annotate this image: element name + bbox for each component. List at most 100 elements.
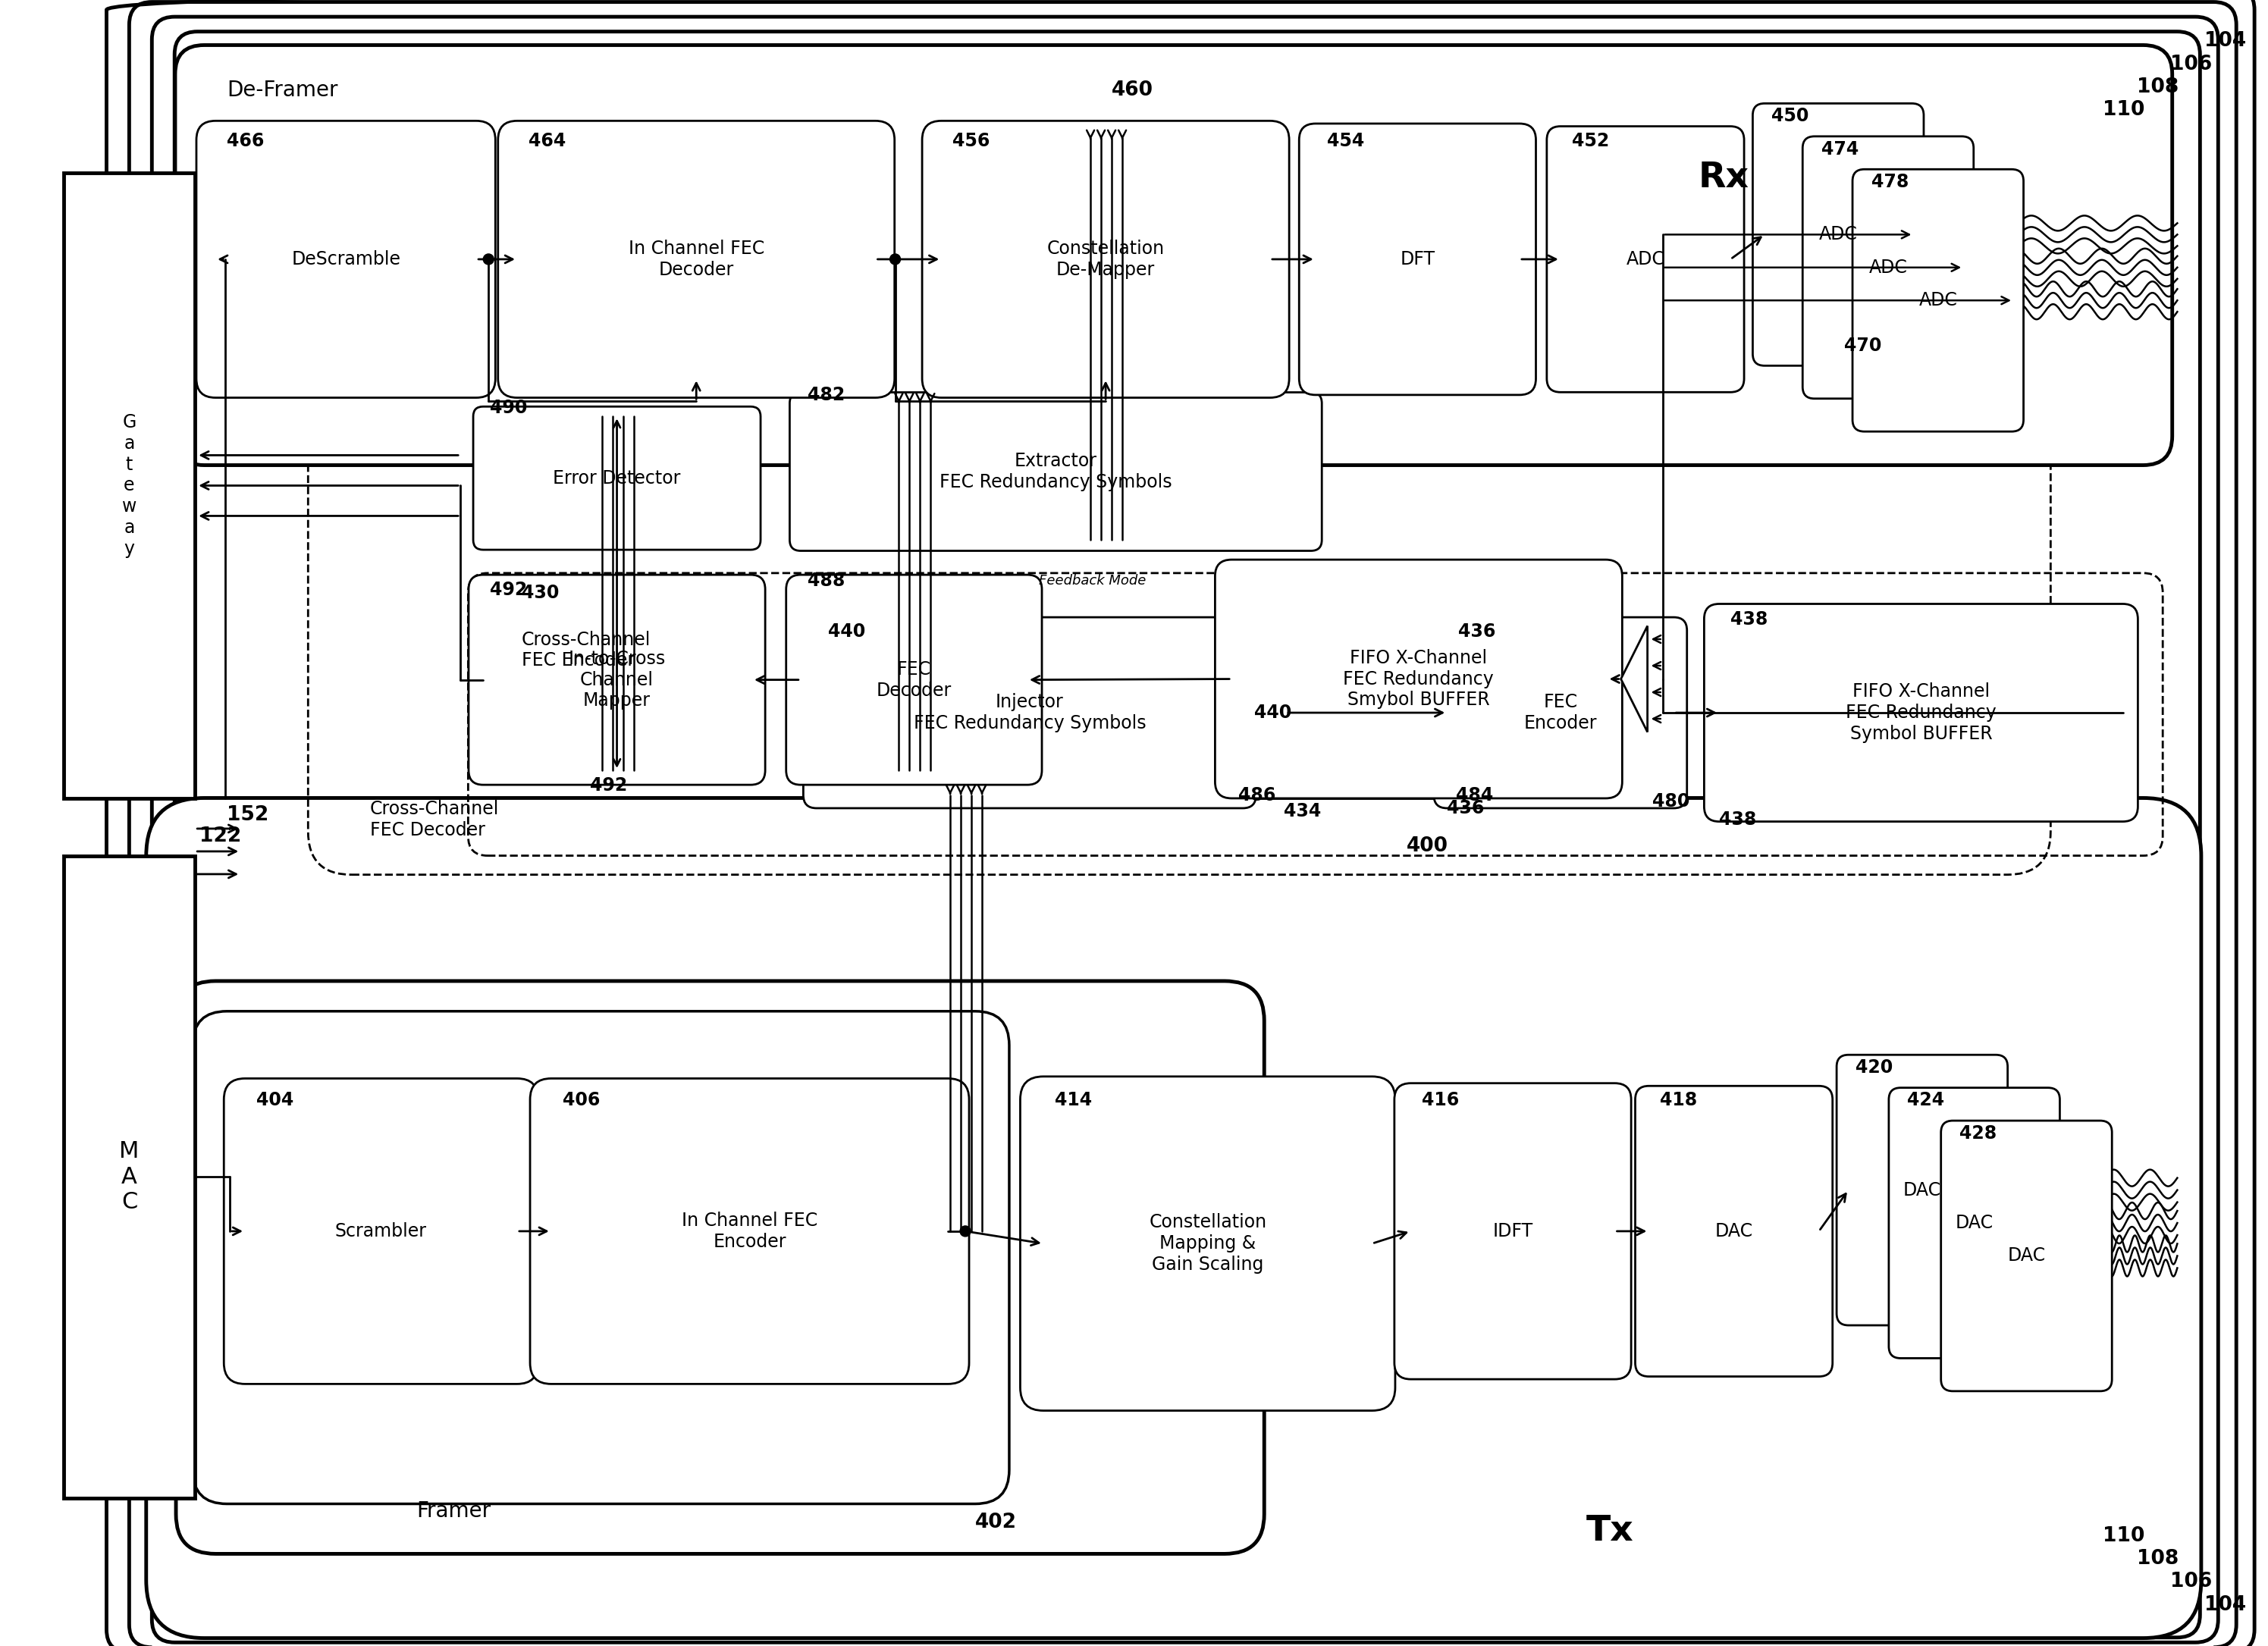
FancyBboxPatch shape xyxy=(1837,1055,2007,1325)
Text: 488: 488 xyxy=(807,571,846,591)
Text: 416: 416 xyxy=(1422,1091,1458,1109)
Text: 466: 466 xyxy=(227,132,265,150)
FancyBboxPatch shape xyxy=(499,120,894,398)
FancyBboxPatch shape xyxy=(1941,1121,2112,1391)
FancyBboxPatch shape xyxy=(531,1078,968,1384)
Text: 418: 418 xyxy=(1660,1091,1696,1109)
Text: Framer: Framer xyxy=(417,1501,490,1521)
Text: 406: 406 xyxy=(562,1091,601,1109)
Text: IDFT: IDFT xyxy=(1492,1221,1533,1241)
Text: FIFO X-Channel
FEC Redundancy
Smybol BUFFER: FIFO X-Channel FEC Redundancy Smybol BUF… xyxy=(1343,649,1495,709)
Text: 454: 454 xyxy=(1327,132,1363,150)
Text: 470: 470 xyxy=(1844,336,1882,356)
Text: 480: 480 xyxy=(1651,792,1690,811)
Text: 110: 110 xyxy=(2102,1526,2146,1546)
Text: 108: 108 xyxy=(2136,1549,2177,1569)
Text: De-Framer: De-Framer xyxy=(227,81,338,100)
Circle shape xyxy=(959,1226,971,1236)
Text: DAC: DAC xyxy=(2007,1246,2046,1266)
FancyBboxPatch shape xyxy=(1395,1083,1631,1379)
Text: 110: 110 xyxy=(2102,100,2146,120)
FancyBboxPatch shape xyxy=(1216,560,1622,798)
Text: FEC
Decoder: FEC Decoder xyxy=(875,660,953,700)
FancyBboxPatch shape xyxy=(474,407,760,550)
FancyBboxPatch shape xyxy=(1753,104,1923,365)
FancyBboxPatch shape xyxy=(1853,170,2023,431)
FancyBboxPatch shape xyxy=(225,1078,538,1384)
Text: 492: 492 xyxy=(490,581,526,599)
Text: 450: 450 xyxy=(1771,107,1810,125)
Text: 428: 428 xyxy=(1960,1124,1996,1142)
Text: 436: 436 xyxy=(1458,622,1497,640)
Text: 452: 452 xyxy=(1572,132,1608,150)
FancyBboxPatch shape xyxy=(469,574,764,785)
Text: DAC: DAC xyxy=(1903,1180,1941,1200)
Text: 402: 402 xyxy=(975,1513,1016,1532)
Text: DFT: DFT xyxy=(1399,250,1436,268)
FancyBboxPatch shape xyxy=(923,120,1288,398)
Text: 404: 404 xyxy=(256,1091,293,1109)
Text: 438: 438 xyxy=(1719,810,1758,830)
Text: Injector
FEC Redundancy Symbols: Injector FEC Redundancy Symbols xyxy=(914,693,1145,732)
FancyBboxPatch shape xyxy=(1433,617,1687,808)
FancyBboxPatch shape xyxy=(789,392,1322,551)
Text: Cross-Channel
FEC Decoder: Cross-Channel FEC Decoder xyxy=(370,800,499,839)
Text: 434: 434 xyxy=(1284,802,1320,821)
Text: 436: 436 xyxy=(1447,798,1486,818)
FancyBboxPatch shape xyxy=(197,120,494,398)
Text: 486: 486 xyxy=(1238,785,1277,805)
Text: Constellation
Mapping &
Gain Scaling: Constellation Mapping & Gain Scaling xyxy=(1150,1213,1266,1274)
Text: DAC: DAC xyxy=(1715,1221,1753,1241)
Text: 104: 104 xyxy=(2204,31,2245,51)
Text: Scrambler: Scrambler xyxy=(336,1221,426,1241)
Text: DeScramble: DeScramble xyxy=(290,250,401,268)
Text: M
A
C: M A C xyxy=(120,1141,138,1213)
FancyBboxPatch shape xyxy=(1889,1088,2059,1358)
Text: 440: 440 xyxy=(828,622,864,640)
Text: 478: 478 xyxy=(1871,173,1910,191)
Text: G
a
t
e
w
a
y: G a t e w a y xyxy=(122,413,136,558)
Text: 474: 474 xyxy=(1821,140,1857,158)
Text: Cross-Channel
FEC Encoder: Cross-Channel FEC Encoder xyxy=(522,630,651,670)
Text: 490: 490 xyxy=(490,398,528,418)
Text: Tx: Tx xyxy=(1588,1514,1633,1547)
FancyBboxPatch shape xyxy=(1635,1086,1833,1376)
Text: 106: 106 xyxy=(2170,1572,2211,1592)
FancyBboxPatch shape xyxy=(1021,1076,1395,1411)
Bar xyxy=(1030,397,1309,542)
Text: Extractor
FEC Redundancy Symbols: Extractor FEC Redundancy Symbols xyxy=(939,453,1173,491)
FancyBboxPatch shape xyxy=(1300,123,1535,395)
FancyBboxPatch shape xyxy=(175,44,2173,466)
Text: 152: 152 xyxy=(227,805,268,825)
FancyBboxPatch shape xyxy=(177,981,1263,1554)
Circle shape xyxy=(889,253,900,265)
Text: 482: 482 xyxy=(807,385,844,405)
Text: 464: 464 xyxy=(528,132,565,150)
Text: 106: 106 xyxy=(2170,54,2211,74)
Text: 414: 414 xyxy=(1055,1091,1091,1109)
FancyBboxPatch shape xyxy=(1703,604,2139,821)
Text: 440: 440 xyxy=(1254,703,1290,723)
Text: 492: 492 xyxy=(590,775,626,795)
Text: FIFO X-Channel
FEC Redundancy
Symbol BUFFER: FIFO X-Channel FEC Redundancy Symbol BUF… xyxy=(1846,683,1996,742)
Circle shape xyxy=(483,253,494,265)
Text: ADC: ADC xyxy=(1919,291,1957,309)
Text: Constellation
De-Mapper: Constellation De-Mapper xyxy=(1048,240,1163,278)
Text: In Channel FEC
Decoder: In Channel FEC Decoder xyxy=(628,240,764,278)
Text: 420: 420 xyxy=(1855,1058,1892,1076)
Text: ADC: ADC xyxy=(1626,250,1665,268)
Text: Rx: Rx xyxy=(1699,161,1749,194)
Text: 438: 438 xyxy=(1730,611,1769,629)
Text: 430: 430 xyxy=(522,583,560,602)
Text: 424: 424 xyxy=(1907,1091,1944,1109)
Text: ADC: ADC xyxy=(1869,258,1907,277)
Text: 108: 108 xyxy=(2136,77,2177,97)
Polygon shape xyxy=(1259,663,1284,762)
Text: 400: 400 xyxy=(1406,836,1447,856)
Text: 460: 460 xyxy=(1111,81,1152,100)
Text: Error Detector: Error Detector xyxy=(553,469,680,487)
FancyBboxPatch shape xyxy=(803,617,1256,808)
Text: 122: 122 xyxy=(200,826,240,846)
Polygon shape xyxy=(1622,625,1647,732)
FancyBboxPatch shape xyxy=(145,798,2202,1638)
